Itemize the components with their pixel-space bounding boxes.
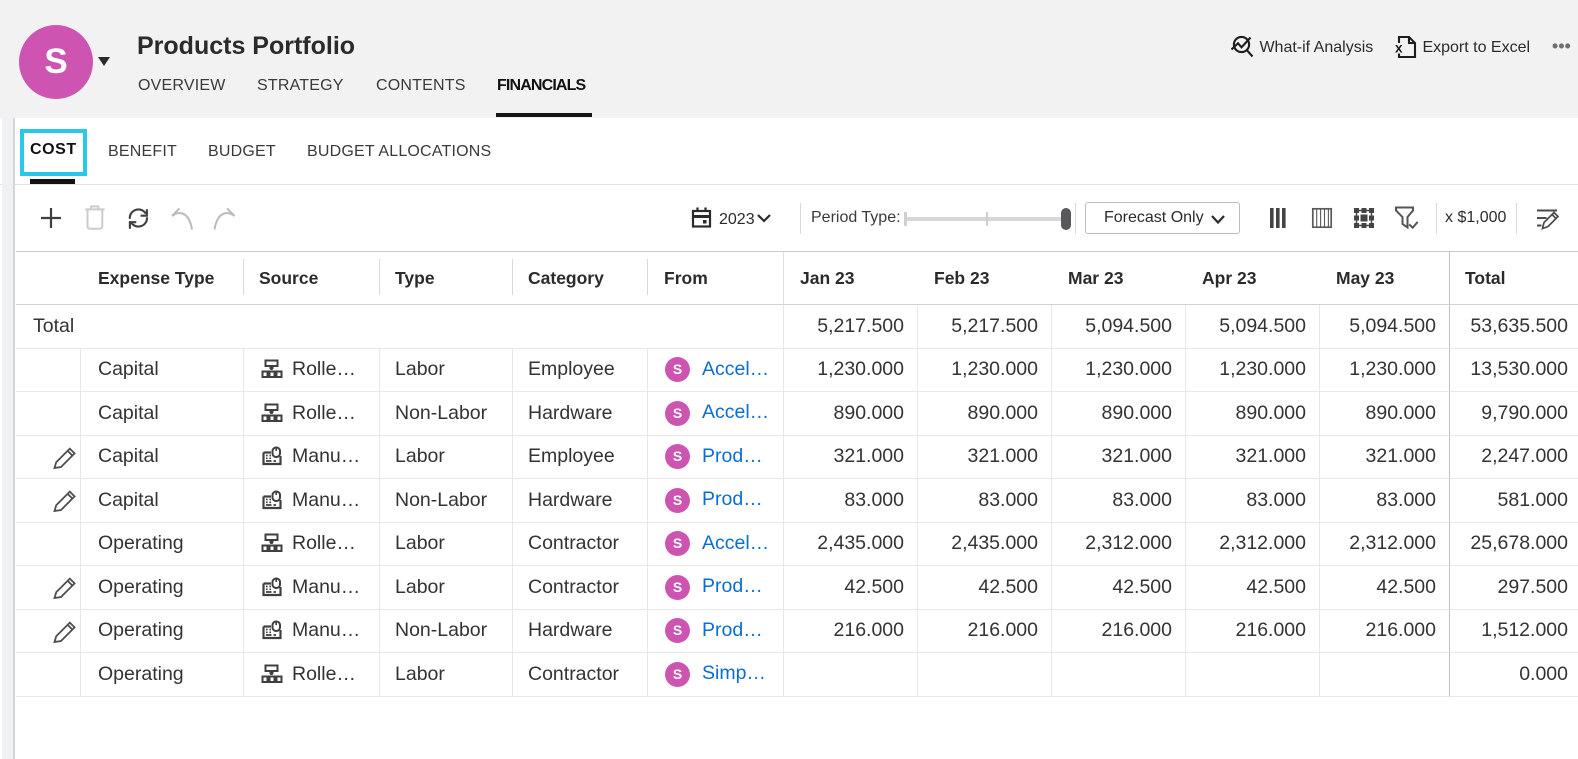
svg-text:x: x [1395, 41, 1403, 56]
svg-text:2023: 2023 [719, 211, 755, 228]
